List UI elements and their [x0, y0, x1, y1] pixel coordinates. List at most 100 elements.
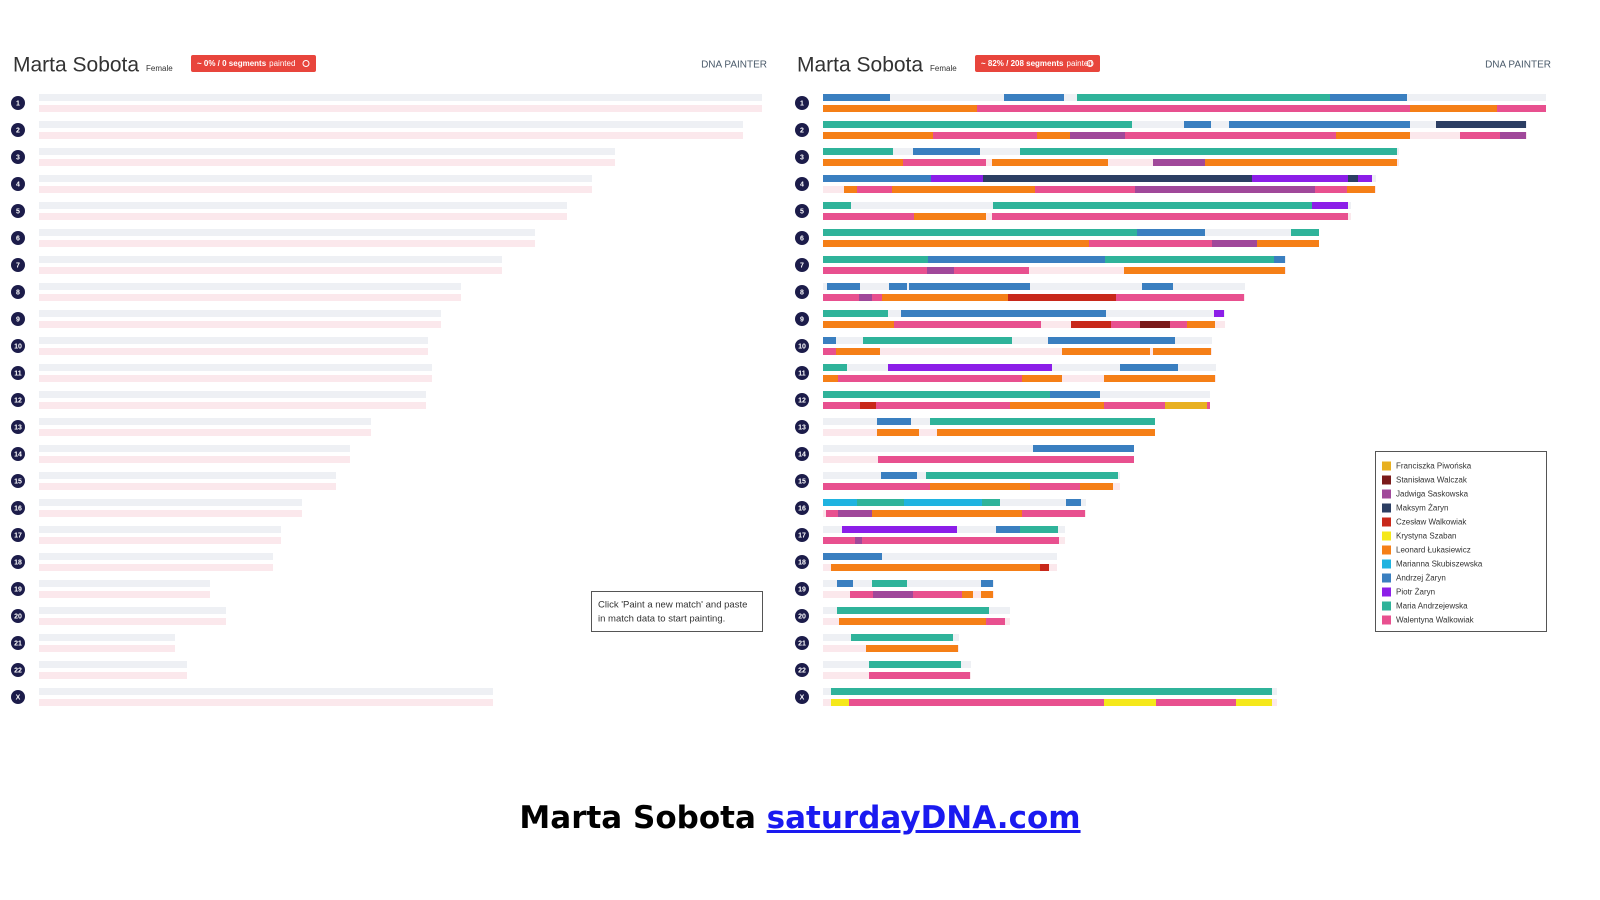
legend-swatch: [1382, 545, 1391, 555]
chromosome-label: 11: [798, 370, 806, 377]
legend-border: [1375, 451, 1547, 632]
painted-segment: [823, 537, 855, 544]
painted-segment: [851, 634, 953, 641]
painted-segment: [823, 553, 882, 560]
chromosome-badge: [11, 582, 25, 596]
chromosome-label: 13: [14, 424, 22, 431]
legend-label: Leonard Łukasiewicz: [1396, 546, 1471, 555]
chromosome-bar-maternal: [39, 618, 226, 625]
chromosome-label: 1: [800, 100, 804, 107]
badge-text: ~ 0% / 0 segments painted: [197, 59, 295, 68]
chromosome-bar-maternal: [39, 240, 535, 247]
painted-segment: [1104, 375, 1215, 382]
legend-label: Jadwiga Saskowska: [1396, 490, 1469, 499]
painted-segment: [877, 418, 911, 425]
painted-segment: [928, 256, 1105, 263]
legend-swatch: [1382, 475, 1391, 485]
painted-segment: [909, 283, 1030, 290]
chromosome-label: 21: [798, 640, 806, 647]
chromosome-badge: [11, 177, 25, 191]
chromosome-bar-maternal: [39, 267, 502, 274]
painted-segment: [1257, 240, 1319, 247]
painted-segment: [977, 105, 1410, 112]
chromosome-label: 20: [14, 613, 22, 620]
footer-link[interactable]: saturdayDNA.com: [766, 800, 1081, 836]
painted-segment: [1135, 186, 1315, 193]
painted-segment: [1236, 699, 1272, 706]
chromosome-badge: [11, 555, 25, 569]
badge-strong: ~ 0% / 0 segments: [197, 59, 267, 68]
right-panel: Marta Sobota Female ~ 82% / 208 segments pa…: [795, 54, 1551, 706]
painted-segment: [1104, 699, 1156, 706]
painted-segment: [831, 688, 1272, 695]
painted-segment: [837, 607, 989, 614]
chromosome-label: 2: [800, 127, 804, 134]
painted-segment: [914, 213, 986, 220]
chromosome-bar-maternal: [39, 456, 350, 463]
refresh-icon: [302, 60, 310, 67]
painted-segment: [823, 159, 903, 166]
chromosome-badge: [11, 663, 25, 677]
chromosome-label: 10: [798, 343, 806, 350]
painted-segment: [1184, 121, 1211, 128]
chromosome-badge: [11, 636, 25, 650]
painted-segment: [823, 240, 1089, 247]
chromosome-label: X: [16, 694, 21, 701]
painted-segment: [986, 618, 1005, 625]
painted-segment: [962, 591, 973, 598]
painted-segment: [1050, 391, 1100, 398]
chromosome-label: 8: [16, 289, 20, 296]
painted-segment: [1436, 121, 1526, 128]
chromosome-label: 9: [800, 316, 804, 323]
hint-box: Click 'Paint a new match' and paste in ma…: [591, 591, 763, 632]
chromosome-badge: [795, 528, 809, 542]
brand: DNA PAINTER: [1485, 60, 1551, 71]
chromosome-label: 12: [14, 397, 22, 404]
chromosome-label: 11: [14, 370, 22, 377]
painted-segment: [1252, 175, 1348, 182]
chromosome-badge: [795, 501, 809, 515]
profile-name: Marta Sobota: [797, 54, 923, 77]
chromosome-label: 3: [16, 154, 20, 161]
painted-segment: [1165, 402, 1207, 409]
chromosome-badge: [795, 258, 809, 272]
painted-segment: [996, 526, 1020, 533]
painted-segment: [850, 591, 873, 598]
chromosome-badge: [11, 366, 25, 380]
painted-segment: [857, 499, 904, 506]
hint-border: [591, 591, 763, 632]
chromosome-bar-maternal: [823, 159, 1399, 166]
painted-segment: [1187, 321, 1215, 328]
chromosome-label: 9: [16, 316, 20, 323]
painted-segment: [937, 429, 1155, 436]
chromosome-badge: [11, 609, 25, 623]
footer: Marta Sobota saturdayDNA.com: [0, 800, 1600, 836]
chromosome-bar-maternal: [39, 321, 441, 328]
chromosome-label: 22: [798, 667, 806, 674]
chromosome-badge: [795, 609, 809, 623]
chromosome-badge: [795, 420, 809, 434]
chromosome-bar-maternal: [39, 564, 273, 571]
brand: DNA PAINTER: [701, 60, 767, 71]
painted-segment: [1030, 483, 1080, 490]
painted-segment: [827, 283, 860, 290]
chromosome-badge: [11, 258, 25, 272]
chromosome-bar-maternal: [39, 402, 426, 409]
legend-swatch: [1382, 573, 1391, 583]
chromosome-bar-maternal: [39, 483, 336, 490]
painted-segment: [1089, 240, 1212, 247]
painted-segment: [1008, 294, 1116, 301]
chromosome-bar-paternal: [39, 310, 441, 317]
chromosome-bar-paternal: [39, 634, 175, 641]
chromosome-label: 18: [798, 559, 806, 566]
painted-segment: [1120, 364, 1178, 371]
painted-segment: [901, 310, 1106, 317]
legend-swatch: [1382, 615, 1391, 625]
chromosome-label: 14: [14, 451, 22, 458]
legend-label: Franciszka Piwońska: [1396, 462, 1472, 471]
painted-segment: [872, 294, 882, 301]
chromosome-badge: [795, 204, 809, 218]
chromosome-bar-maternal: [39, 213, 567, 220]
painted-segment: [1358, 175, 1372, 182]
painted-segment: [926, 472, 1118, 479]
